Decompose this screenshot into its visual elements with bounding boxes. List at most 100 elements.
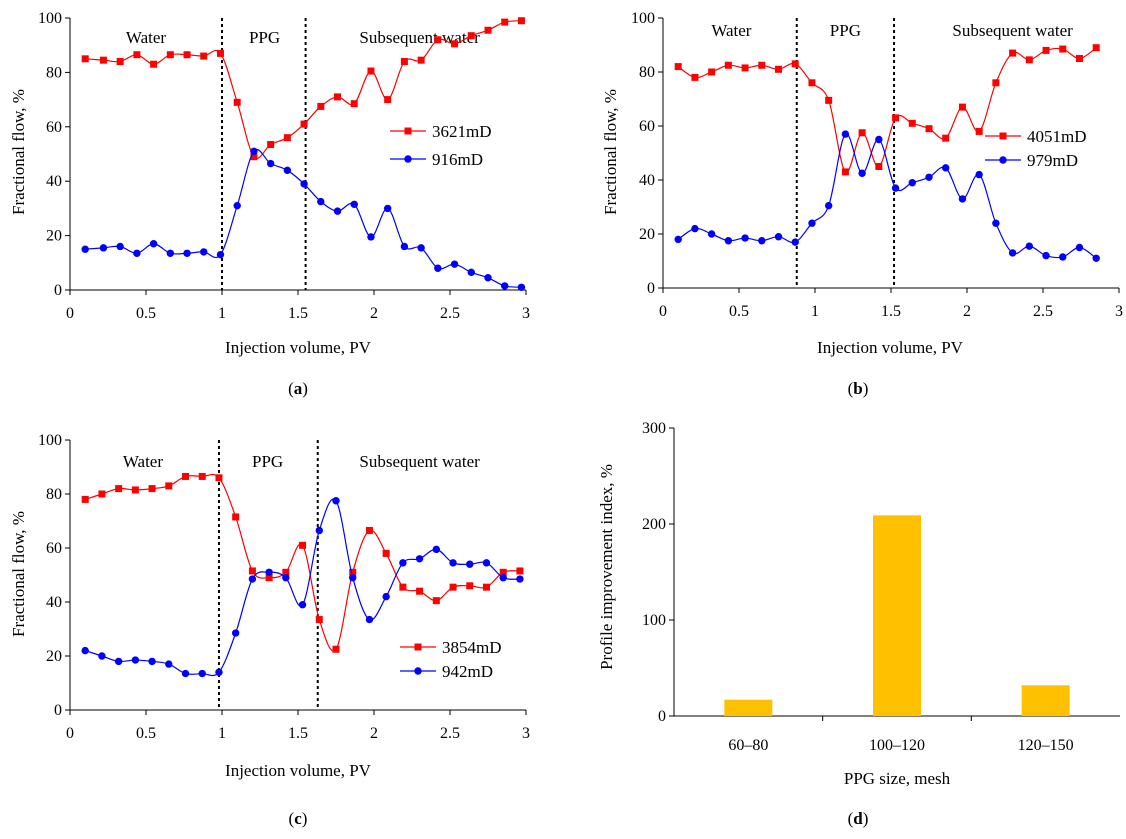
x-tick-label: 2: [370, 305, 378, 322]
data-point: [99, 56, 107, 64]
data-point: [467, 268, 475, 277]
data-point: [81, 55, 89, 63]
chart-panel-c: Fractional flow, % Injection volume, PV …: [9, 432, 530, 828]
data-point: [925, 173, 933, 181]
data-point: [115, 485, 123, 493]
x-tick-label: 1: [218, 305, 226, 322]
data-point: [350, 200, 358, 209]
xlabel-d: PPG size, mesh: [844, 769, 951, 788]
x-tick-label: 2: [370, 725, 378, 742]
data-point: [334, 93, 342, 101]
data-point: [858, 169, 866, 177]
data-point: [942, 134, 950, 142]
data-point: [198, 472, 206, 480]
x-tick-label: 0: [659, 303, 667, 320]
data-point: [232, 513, 240, 521]
data-point: [350, 100, 358, 108]
ylabel-b: Fractional flow, %: [601, 89, 620, 215]
data-point: [349, 574, 357, 582]
data-point: [449, 583, 457, 591]
data-point: [81, 245, 89, 253]
data-point: [166, 51, 174, 59]
y-tick-label: 80: [46, 486, 62, 503]
legend-label: 979mD: [1027, 151, 1078, 170]
phase-label: Water: [711, 21, 751, 40]
y-tick-label: 80: [46, 64, 62, 81]
data-point: [942, 164, 950, 172]
data-point: [891, 184, 900, 192]
caption-letter-a: a: [294, 379, 303, 398]
data-point: [181, 669, 190, 678]
data-point: [841, 168, 849, 176]
data-point: [148, 657, 156, 666]
data-point: [300, 120, 308, 128]
data-point: [1042, 46, 1050, 54]
caption-letter-b: b: [853, 379, 862, 398]
caption-c: (c): [289, 809, 308, 828]
data-point: [333, 207, 342, 215]
y-tick-label: 0: [54, 282, 62, 299]
data-point: [1009, 49, 1017, 57]
x-tick-label: 120–150: [1018, 737, 1074, 754]
y-tick-label: 80: [639, 64, 655, 81]
y-tick-label: 0: [658, 708, 666, 725]
ylabel-c: Fractional flow, %: [9, 511, 28, 637]
data-point: [267, 140, 275, 148]
data-point: [758, 61, 766, 69]
chart-panel-a: Fractional flow, % Injection volume, PV …: [9, 10, 530, 398]
data-point: [149, 240, 158, 248]
data-point: [415, 555, 424, 563]
data-point: [417, 244, 425, 252]
legend-marker: [999, 132, 1007, 140]
data-point: [484, 274, 492, 282]
data-point: [724, 237, 733, 245]
data-point: [892, 114, 900, 122]
x-tick-label: 2: [963, 303, 971, 320]
legend-label: 916mD: [432, 150, 483, 169]
data-point: [1008, 249, 1017, 257]
data-point: [958, 103, 966, 111]
x-tick-label: 0: [66, 305, 74, 322]
y-tick-label: 60: [46, 540, 62, 557]
data-point: [216, 250, 225, 259]
xlabel-c: Injection volume, PV: [225, 761, 372, 780]
data-point: [775, 65, 783, 73]
data-point: [215, 668, 223, 676]
data-point: [266, 159, 275, 168]
data-point: [133, 249, 141, 257]
ylabel-a: Fractional flow, %: [9, 89, 28, 215]
x-tick-label: 100–120: [869, 737, 925, 754]
plot-area-d: 0 100 200 300 60–80 100–120 120–150: [642, 420, 1120, 754]
data-point: [382, 592, 390, 601]
data-point: [133, 51, 141, 59]
data-point: [741, 234, 749, 242]
data-point: [517, 17, 525, 25]
data-point: [1092, 44, 1100, 52]
data-point: [150, 60, 158, 68]
data-point: [467, 32, 475, 40]
phase-label: Subsequent water: [952, 21, 1073, 40]
x-tick-label: 1: [811, 303, 819, 320]
x-tick-label: 1: [218, 725, 226, 742]
legend-label: 942mD: [442, 662, 493, 681]
data-point: [1025, 56, 1033, 64]
data-point: [215, 474, 223, 482]
data-point: [315, 526, 323, 535]
data-point: [248, 567, 256, 575]
y-tick-label: 40: [639, 172, 655, 189]
phase-label: Subsequent water: [359, 28, 480, 47]
data-point: [516, 567, 524, 575]
data-point: [774, 233, 783, 241]
data-point: [99, 244, 108, 252]
data-point: [741, 64, 749, 72]
data-point: [384, 96, 392, 104]
data-point: [98, 490, 106, 498]
data-point: [81, 646, 89, 655]
data-point: [417, 56, 425, 64]
data-point: [517, 283, 526, 291]
data-point: [1059, 253, 1067, 261]
data-point: [332, 645, 340, 653]
legend-label: 3854mD: [442, 638, 502, 657]
data-point: [466, 582, 474, 590]
